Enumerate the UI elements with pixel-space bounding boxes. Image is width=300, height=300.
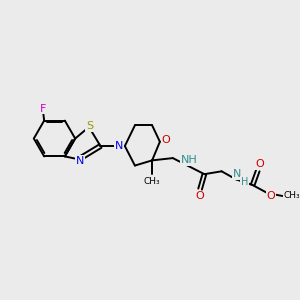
- Text: O: O: [255, 159, 264, 170]
- Text: S: S: [86, 122, 93, 131]
- Text: N: N: [233, 169, 241, 179]
- Text: CH₃: CH₃: [284, 191, 300, 200]
- Text: O: O: [195, 191, 204, 201]
- Text: CH₃: CH₃: [144, 177, 160, 186]
- Text: N: N: [115, 141, 123, 151]
- Text: O: O: [162, 135, 171, 145]
- Text: N: N: [76, 156, 85, 166]
- Text: NH: NH: [181, 155, 197, 165]
- Text: H: H: [241, 177, 248, 187]
- Text: O: O: [267, 191, 275, 201]
- Text: F: F: [40, 103, 46, 114]
